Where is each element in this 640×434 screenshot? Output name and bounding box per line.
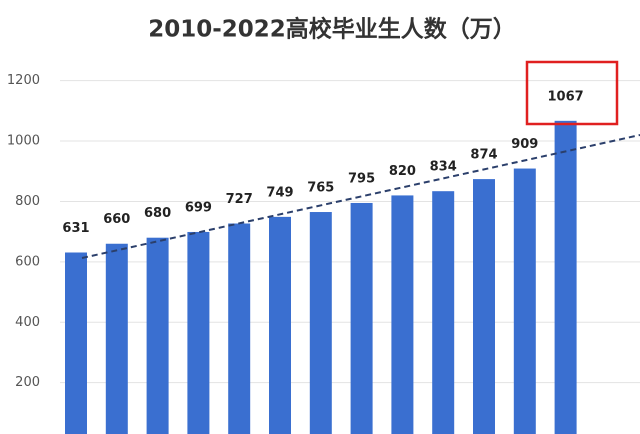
value-label: 680 — [144, 206, 171, 221]
bar — [350, 202, 373, 434]
bar — [554, 120, 577, 434]
value-label: 820 — [389, 164, 416, 179]
value-label: 909 — [511, 137, 538, 152]
bar — [391, 195, 414, 434]
y-tick-label: 600 — [15, 254, 40, 269]
bar — [432, 191, 455, 434]
labels: 631 660 680 699 727 749 765 795 820 834 874 909 1067 — [62, 89, 583, 236]
bar — [105, 243, 128, 434]
y-tick-label: 1000 — [7, 134, 40, 149]
bar — [309, 212, 332, 434]
y-tick-label: 400 — [15, 315, 40, 330]
value-label: 749 — [266, 185, 293, 200]
bar — [187, 231, 210, 434]
bar — [513, 168, 536, 434]
y-tick-label: 200 — [15, 375, 40, 390]
bar — [473, 179, 495, 434]
value-label: 765 — [307, 181, 334, 196]
highlight-box — [525, 60, 619, 126]
value-label: 874 — [470, 148, 497, 163]
chart-title: 2010-2022高校毕业生人数（万） — [148, 16, 516, 43]
y-tick-label: 800 — [15, 194, 40, 209]
bar — [65, 252, 87, 434]
value-label: 795 — [348, 171, 375, 186]
value-label: 1067 — [548, 89, 584, 104]
value-label: 834 — [430, 160, 457, 175]
value-label: 631 — [62, 221, 89, 236]
value-label: 727 — [226, 192, 253, 207]
y-tick-label: 1200 — [7, 73, 40, 88]
value-label: 699 — [185, 200, 212, 215]
bar — [146, 237, 169, 434]
bars — [65, 120, 577, 434]
bar — [269, 216, 291, 434]
bar — [228, 223, 251, 434]
trend-line — [81, 134, 640, 259]
value-label: 660 — [103, 212, 130, 227]
